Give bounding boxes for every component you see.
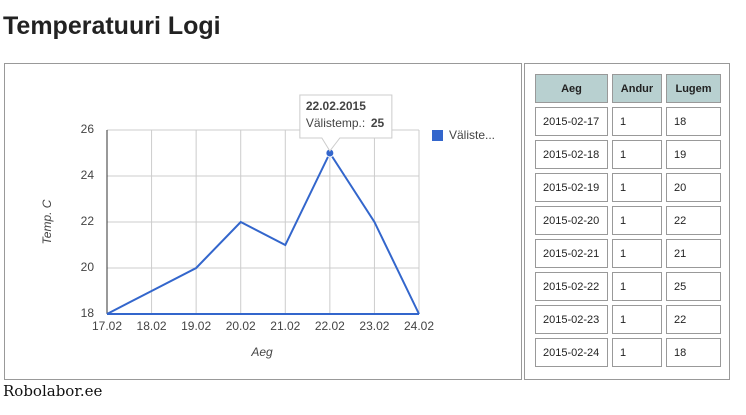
legend-swatch	[432, 130, 443, 141]
x-axis-label: Aeg	[250, 345, 273, 359]
x-tick-label: 19.02	[181, 319, 211, 333]
table-cell: 20	[666, 173, 721, 202]
table-row: 2015-02-18 1 19	[535, 140, 721, 169]
table-cell: 1	[612, 140, 662, 169]
table-cell: 1	[612, 173, 662, 202]
table-frame	[524, 63, 730, 380]
legend-label: Väliste...	[449, 128, 495, 142]
tooltip-label: Välistemp.:	[306, 116, 365, 130]
tooltip-title: 22.02.2015	[306, 99, 366, 113]
header-row: Aeg Andur Lugem	[535, 74, 721, 103]
column-header: Aeg	[535, 74, 608, 103]
y-axis-label: Temp. C	[40, 199, 54, 244]
x-tick-label: 22.02	[315, 319, 345, 333]
table-row: 2015-02-24 1 18	[535, 338, 721, 367]
table-cell: 2015-02-19	[535, 173, 608, 202]
x-tick-label: 21.02	[270, 319, 300, 333]
tooltip-value: 25	[371, 116, 385, 130]
table-cell: 21	[666, 239, 721, 268]
table-row: 2015-02-19 1 20	[535, 173, 721, 202]
tooltip: 22.02.2015 Välistemp.: 25	[299, 94, 393, 152]
table-cell: 2015-02-22	[535, 272, 608, 301]
table-cell: 18	[666, 107, 721, 136]
line-series	[106, 150, 420, 315]
table-cell: 2015-02-24	[535, 338, 608, 367]
x-tick-label: 18.02	[137, 319, 167, 333]
table-cell: 1	[612, 305, 662, 334]
table-row: 2015-02-20 1 22	[535, 206, 721, 235]
table-row: 2015-02-21 1 21	[535, 239, 721, 268]
y-tick-label: 20	[81, 260, 95, 274]
table-cell: 2015-02-17	[535, 107, 608, 136]
y-tick-label: 26	[81, 122, 95, 136]
table-cell: 18	[666, 338, 721, 367]
table-row: 2015-02-23 1 22	[535, 305, 721, 334]
x-tick-label: 17.02	[92, 319, 122, 333]
tooltip-box	[299, 94, 393, 152]
table-cell: 1	[612, 206, 662, 235]
x-tick-label: 20.02	[226, 319, 256, 333]
column-header: Andur	[612, 74, 662, 103]
table-cell: 2015-02-20	[535, 206, 608, 235]
table-cell: 1	[612, 239, 662, 268]
x-tick-label: 23.02	[359, 319, 389, 333]
y-tick-label: 18	[81, 306, 95, 320]
table-cell: 22	[666, 206, 721, 235]
page-heading: Temperatuuri Logi	[3, 12, 221, 40]
table-cell: 1	[612, 272, 662, 301]
table-cell: 19	[666, 140, 721, 169]
table-cell: 1	[612, 338, 662, 367]
y-tick-label: 22	[81, 214, 95, 228]
y-tick-label: 24	[81, 168, 95, 182]
table-row: 2015-02-17 1 18	[535, 107, 721, 136]
data-table: Aeg Andur Lugem 2015-02-17 1 18 2015-02-18 1 19 2…	[531, 70, 725, 371]
table-cell: 2015-02-23	[535, 305, 608, 334]
table-cell: 1	[612, 107, 662, 136]
chart-frame	[4, 63, 522, 380]
table-cell: 2015-02-21	[535, 239, 608, 268]
table-cell: 22	[666, 305, 721, 334]
table-cell: 25	[666, 272, 721, 301]
x-tick-label: 24.02	[404, 319, 434, 333]
table-cell: 2015-02-18	[535, 140, 608, 169]
table-row: 2015-02-22 1 25	[535, 272, 721, 301]
column-header: Lugem	[666, 74, 721, 103]
footer: Robolabor.ee	[3, 382, 103, 400]
